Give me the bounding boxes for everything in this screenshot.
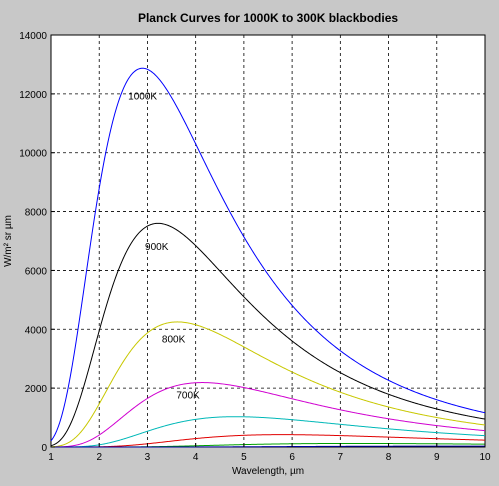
chart-title: Planck Curves for 1000K to 300K blackbod… [138,11,398,25]
series-line-500k [51,434,486,448]
series-line-800k [50,321,486,448]
x-tick-label: 2 [96,452,102,463]
x-tick-label: 1 [48,452,54,463]
x-tick-label: 9 [434,452,440,463]
plot-area [50,34,486,448]
y-axis-ticks: 0 2000 4000 6000 8000 10000 12000 14000 [19,31,55,454]
grid [51,35,485,447]
series-line-300k [51,445,485,448]
series-line-1000k [50,67,486,442]
x-tick-label: 10 [479,452,491,463]
y-tick-label: 2000 [25,384,48,395]
y-tick-label: 0 [41,443,47,454]
x-tick-label: 8 [386,452,392,463]
curve-label-900k: 900K [145,242,169,253]
x-tick-label: 4 [193,452,199,463]
x-tick-label: 6 [289,452,295,463]
curve-label-700k: 700K [176,390,200,401]
series-line-700k [50,382,486,448]
series-line-900k [50,222,486,447]
x-tick-label: 7 [338,452,344,463]
curve-label-1000k: 1000K [128,92,157,103]
x-axis-ticks: 1 2 3 4 5 6 7 8 9 10 [48,443,491,463]
curve-labels: 1000K 900K 800K 700K [128,92,200,402]
y-tick-label: 12000 [19,90,47,101]
y-tick-label: 10000 [19,149,47,160]
series-line-600k [51,416,486,448]
x-axis-title: Wavelength, µm [232,466,304,477]
y-tick-label: 8000 [25,208,48,219]
y-tick-label: 6000 [25,266,48,277]
x-tick-label: 5 [241,452,247,463]
y-tick-label: 14000 [19,31,47,42]
y-axis-title: W/m² sr µm [3,215,14,267]
x-tick-label: 3 [145,452,151,463]
curves [50,67,486,448]
curve-label-800k: 800K [162,335,186,346]
y-tick-label: 4000 [25,325,48,336]
